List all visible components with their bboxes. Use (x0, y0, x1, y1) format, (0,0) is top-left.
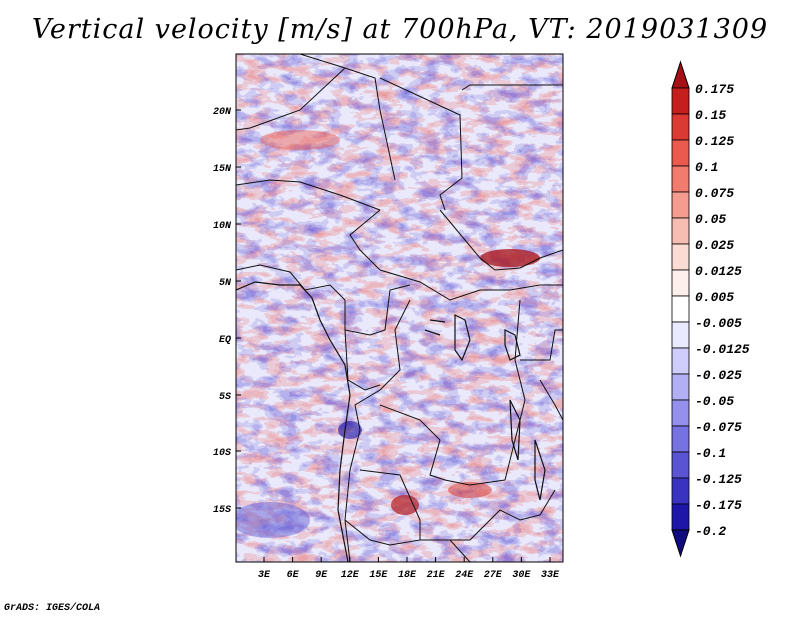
colorbar-label: 0.05 (695, 212, 726, 227)
colorbar-segment (671, 373, 690, 401)
colorbar-segment (671, 451, 690, 479)
colorbar-top-arrow (671, 60, 690, 89)
colorbar-label: 0.1 (695, 160, 718, 175)
colorbar-label: -0.2 (695, 524, 726, 539)
lat-label: 20N (213, 107, 232, 118)
colorbar-label: 0.075 (695, 186, 734, 201)
lon-label: 3E (258, 570, 271, 581)
lat-label: 10S (213, 448, 231, 459)
lon-label: 24E (455, 570, 474, 581)
colorbar-segment (671, 347, 690, 375)
colorbar-label: -0.005 (695, 316, 742, 331)
colorbar-label: 0.15 (695, 108, 726, 123)
velocity-field (236, 54, 563, 562)
lon-label: 12E (341, 570, 360, 581)
colorbar-segment (671, 87, 690, 115)
colorbar-label: 0.005 (695, 290, 734, 305)
colorbar-segment (671, 295, 690, 323)
colorbar-label: -0.0125 (695, 342, 750, 357)
colorbar: 0.175 0.15 0.125 0.1 0.075 0.05 0.025 0.0125 0.0… (671, 60, 750, 558)
colorbar-label: 0.125 (695, 134, 734, 149)
field-blob (391, 495, 419, 515)
lon-label: 9E (315, 570, 328, 581)
colorbar-segment (671, 243, 690, 271)
field-blob (260, 130, 340, 150)
field-blob (236, 502, 310, 538)
chart-title: Vertical velocity [m/s] at 700hPa, VT: 2… (31, 14, 769, 45)
colorbar-segment (671, 399, 690, 427)
colorbar-label: -0.05 (695, 394, 734, 409)
coastlines (236, 281, 546, 562)
lat-label: 15N (213, 164, 232, 175)
map-axes: 20N 15N 10N 5N EQ 5S 10S 15S 3E 6E 9E 12E 15E 18E 21E 2… (213, 107, 560, 581)
colorbar-segment (671, 191, 690, 219)
colorbar-segment (671, 269, 690, 297)
colorbar-segment (671, 217, 690, 245)
colorbar-label: 0.025 (695, 238, 734, 253)
colorbar-label: -0.075 (695, 420, 742, 435)
plot-frame (235, 53, 564, 563)
colorbar-label: -0.025 (695, 368, 742, 383)
lat-label: EQ (219, 335, 231, 346)
colorbar-label: 0.0125 (695, 264, 742, 279)
colorbar-segment (671, 425, 690, 453)
lat-label: 5N (219, 278, 232, 289)
credit-label: GrADS: IGES/COLA (4, 603, 101, 614)
lon-label: 27E (484, 570, 503, 581)
country-boundaries (236, 54, 563, 562)
colorbar-bottom-arrow (671, 529, 690, 558)
lon-label: 15E (369, 570, 388, 581)
lon-label: 30E (512, 570, 531, 581)
lon-label: 21E (427, 570, 446, 581)
colorbar-segment (671, 165, 690, 193)
lon-label: 6E (287, 570, 300, 581)
colorbar-label: -0.1 (695, 446, 726, 461)
lat-label: 10N (213, 221, 232, 232)
field-blob (448, 482, 492, 498)
field-blob (480, 249, 540, 267)
lat-label: 5S (219, 392, 231, 403)
colorbar-segment (671, 321, 690, 349)
lon-label: 33E (541, 570, 560, 581)
colorbar-segment (671, 113, 690, 141)
colorbar-segment (671, 477, 690, 505)
colorbar-label: -0.125 (695, 472, 742, 487)
lon-label: 18E (398, 570, 417, 581)
colorbar-label: -0.175 (695, 498, 742, 513)
colorbar-segment (671, 139, 690, 167)
colorbar-label: 0.175 (695, 82, 734, 97)
colorbar-segment (671, 503, 690, 531)
lat-label: 15S (213, 505, 231, 516)
